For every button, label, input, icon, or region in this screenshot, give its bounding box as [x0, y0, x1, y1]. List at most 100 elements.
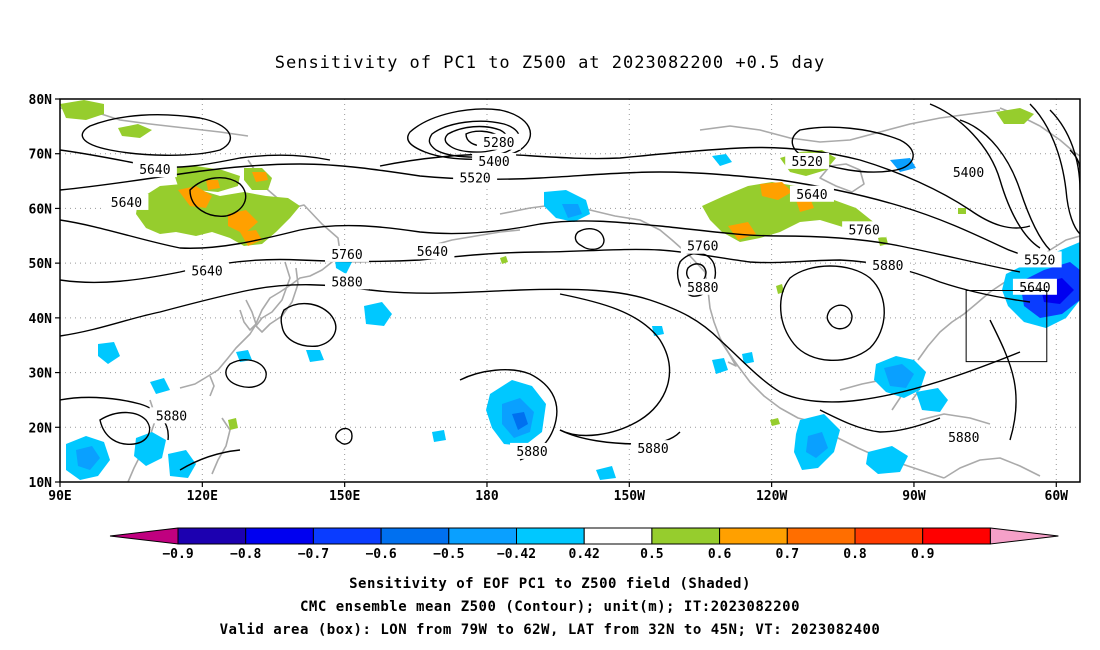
negative-patch-west-pacific-2 — [168, 450, 196, 478]
contour-label-background — [785, 152, 830, 169]
footer-line-2: CMC ensemble mean Z500 (Contour); unit(m… — [300, 599, 800, 615]
negative-patch-arctic-canada-2 — [890, 158, 916, 172]
contour-label: 5400 — [953, 166, 984, 181]
contour-siberia-low — [189, 177, 247, 217]
contour-low-arctic-2 — [428, 120, 520, 158]
colorbar-tick-label: 0.7 — [776, 547, 799, 562]
contour-label-background — [865, 256, 910, 273]
negative-patch-small-7 — [432, 430, 446, 442]
coastline-taiwan — [209, 375, 215, 397]
colorbar-segment — [719, 527, 788, 545]
contour-label: 5520 — [1024, 253, 1055, 268]
contour-south-asia — [60, 396, 169, 441]
positive-patch-arctic-asia — [60, 100, 104, 120]
contour-label-background — [476, 133, 521, 150]
contour-label: 5880 — [948, 431, 979, 446]
latitude-labels: 80N 70N 60N 50N 40N 30N 20N 10N — [29, 93, 60, 491]
contour-pacific-high-east — [559, 293, 671, 437]
contour-label-background — [680, 237, 725, 254]
coastline-caribbean — [919, 413, 991, 425]
positive-patch-small-2 — [958, 208, 966, 214]
latitude-tick-label: 50N — [29, 257, 53, 272]
latitude-tick-label: 30N — [29, 367, 53, 382]
contour-label-background — [149, 407, 194, 424]
contour-label-background — [1017, 251, 1062, 268]
colorbar-tick-label: 0.42 — [569, 547, 600, 562]
coastline-canadian-archipelago — [699, 109, 1001, 143]
contour-labels: 5640564056405640576058805280540055205760… — [104, 133, 1062, 460]
map-panel: 5640564056405640576058805280540055205760… — [59, 98, 1081, 483]
contour-atlantic-high-edge — [989, 319, 1017, 441]
latitude-tick-label: 80N — [29, 93, 53, 108]
negative-patch-small-4 — [712, 358, 728, 374]
colorbar-segment — [583, 527, 653, 545]
longitude-tick-label: 150W — [614, 489, 645, 504]
colorbar-segment — [516, 527, 585, 545]
negative-core-central-america — [806, 432, 828, 458]
positive-patch-greenland — [996, 108, 1034, 124]
negative-patch-small-8 — [742, 352, 754, 364]
contour-aleutian-low — [574, 228, 605, 251]
colorbar-tick-label: 0.8 — [843, 547, 867, 562]
contour-label-background — [510, 442, 555, 459]
map-background — [60, 99, 1080, 482]
contour-label-background — [453, 169, 498, 186]
valid-area-box — [965, 290, 1048, 363]
contour-eastern-us-high-inner — [826, 304, 853, 330]
colorbar-tick-label: −0.8 — [230, 547, 261, 562]
longitude-tick-label: 60W — [1045, 489, 1069, 504]
colorbar-segment — [786, 527, 856, 545]
contour-label: 5640 — [1019, 281, 1050, 296]
contour-label: 5640 — [417, 245, 448, 260]
colorbar-tick-label: 0.5 — [640, 547, 663, 562]
contour-label-background — [325, 245, 370, 262]
contour-label-background — [132, 161, 177, 178]
contour-label-background — [842, 221, 887, 238]
negative-core-aleutian — [562, 204, 582, 218]
negative-core-pacific-east-2 — [512, 412, 528, 430]
footer-line-3: Valid area (box): LON from 79W to 62W, L… — [220, 622, 881, 638]
negative-patch-east-china — [98, 342, 120, 364]
contour-label: 5760 — [848, 223, 879, 238]
contour-label: 5760 — [687, 240, 718, 255]
coastline-aleutians — [429, 229, 521, 247]
positive-core-siberia-4 — [252, 172, 268, 182]
coastline-north-america-west — [704, 271, 815, 423]
negative-core-south-china-sea — [76, 446, 100, 470]
longitude-tick-label: 90W — [902, 489, 926, 504]
contour-label: 5880 — [637, 442, 668, 457]
longitude-tick-label: 150E — [329, 489, 360, 504]
contour-label: 5520 — [459, 171, 490, 186]
contour-subtropical-west — [225, 359, 267, 388]
contour-label: 5400 — [478, 155, 509, 170]
coastline-philippines — [211, 417, 231, 475]
contour-small-high-1 — [335, 427, 353, 445]
contour-label-background — [680, 278, 725, 295]
contour-arctic-asia-ring — [81, 114, 232, 156]
positive-core-siberia-2 — [228, 210, 258, 234]
coastline-south-america — [943, 457, 1041, 479]
negative-patch-small-5 — [596, 466, 616, 480]
footer-line-1: Sensitivity of EOF PC1 to Z500 field (Sh… — [349, 576, 751, 592]
negative-patch-small-1 — [236, 350, 252, 362]
contour-label-background — [941, 429, 986, 446]
colorbar-max-triangle — [989, 527, 1059, 545]
latitude-tick-label: 10N — [29, 476, 53, 491]
colorbar-tick-label: −0.9 — [162, 547, 193, 562]
map-frame — [59, 98, 1081, 483]
contour-label: 5520 — [792, 155, 823, 170]
colorbar-min-triangle — [109, 527, 179, 545]
contour-label-background — [185, 262, 230, 279]
contour-label: 5640 — [191, 264, 222, 279]
contour-label-background — [410, 243, 455, 260]
coastline-japan — [255, 261, 299, 333]
longitude-labels: 90E 120E 150E 180 150W 120W 90W 60W — [48, 482, 1068, 504]
colorbar-tick-label: −0.7 — [298, 547, 329, 562]
colorbar-segment — [651, 527, 721, 545]
contour-label: 5280 — [483, 136, 514, 151]
contour-label-background — [789, 185, 834, 202]
contour-atlantic-ridge-2 — [1029, 103, 1080, 235]
contour-low-arctic-1 — [407, 108, 532, 160]
sensitivity-shading — [60, 100, 1080, 480]
